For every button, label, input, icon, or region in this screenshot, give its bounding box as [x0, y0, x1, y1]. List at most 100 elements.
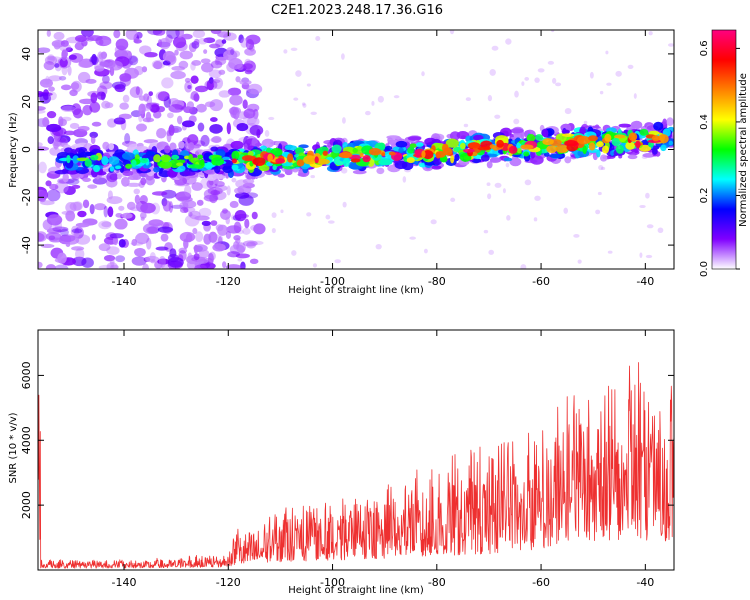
spectrogram-cell	[75, 222, 90, 228]
spectrogram-cell	[491, 45, 499, 51]
spectrogram-cell	[595, 141, 604, 148]
spectrogram-cell	[477, 146, 492, 151]
spectrogram-cell	[178, 60, 189, 69]
spectrogram-cell	[268, 116, 275, 121]
spectrogram-cell	[156, 127, 167, 139]
spectrogram-cell	[315, 36, 321, 42]
spectrogram-cell	[94, 203, 107, 211]
spectrogram-cell	[387, 137, 393, 143]
spectrogram-cell	[365, 110, 371, 116]
spectrogram-cell	[238, 34, 244, 44]
spectrogram-cell	[126, 182, 141, 187]
spectrogram-cell	[186, 101, 195, 109]
spectrogram-cell	[381, 152, 386, 157]
spectrogram-cell	[173, 127, 179, 133]
spectrogram-cell	[138, 111, 143, 123]
spectrogram-cell	[340, 167, 348, 174]
spectrogram-cell	[90, 92, 98, 104]
spectrogram-cell	[60, 228, 69, 237]
spectrogram-cell	[115, 255, 126, 263]
spectrogram-cell	[203, 188, 219, 200]
spectrogram-cell	[46, 30, 51, 37]
spectrogram-cell	[264, 130, 270, 137]
spectrogram-cell	[459, 142, 466, 150]
spectrogram-cell	[121, 152, 135, 160]
spectrogram-cell	[58, 76, 67, 81]
spectrogram-cell	[487, 193, 492, 200]
spectrogram-cell	[214, 165, 221, 174]
spectrogram-cell	[166, 30, 180, 39]
spectrogram-cell	[352, 148, 358, 153]
spectrogram-cell	[109, 256, 115, 268]
spectrogram-y-axis-label: Frequency (Hz)	[8, 112, 19, 188]
spectrogram-cell	[662, 118, 667, 126]
spectrogram-cell	[388, 151, 396, 156]
spectrogram-cell	[208, 43, 221, 49]
spectrogram-cell	[161, 77, 174, 89]
spectrogram-cell	[293, 97, 299, 101]
spectrogram-cell	[78, 60, 93, 68]
spectrogram-cell	[234, 192, 250, 199]
spectrogram-cell	[82, 104, 93, 116]
spectrogram-cell	[523, 151, 530, 157]
spectrogram-cell	[393, 95, 400, 99]
spectrogram-cell	[178, 141, 185, 149]
spectrogram-cell	[271, 212, 277, 218]
spectrogram-cell	[101, 100, 111, 109]
spectrogram-cell	[193, 253, 200, 261]
spectrogram-cell	[234, 210, 247, 222]
spectrogram-cell	[45, 180, 52, 187]
spectrogram-cell	[194, 264, 207, 269]
spectrogram-cell	[106, 246, 120, 255]
spectrogram-cell	[338, 152, 353, 159]
spectrogram-cell	[642, 153, 655, 158]
spectrogram-cell	[218, 69, 226, 75]
spectrogram-cell	[223, 32, 237, 41]
y-tick-label: -40	[20, 236, 33, 254]
spectrogram-cell	[99, 39, 104, 45]
spectrogram-cell	[77, 125, 90, 132]
spectrogram-cell	[81, 30, 94, 37]
spectrogram-cell	[244, 48, 256, 56]
spectrogram-cell	[202, 162, 215, 169]
spectrogram-cell	[423, 248, 428, 254]
spectrogram-cell	[96, 171, 107, 176]
spectrogram-cell	[45, 264, 57, 269]
spectrogram-cell	[230, 140, 244, 150]
spectrogram-cell	[210, 220, 218, 226]
spectrogram-cell	[430, 219, 437, 225]
spectrogram-cell	[142, 117, 155, 123]
spectrogram-cell	[486, 182, 491, 186]
spectrogram-cell	[625, 141, 635, 150]
spectrogram-cell	[271, 227, 276, 234]
spectrogram-cell	[174, 104, 182, 110]
spectrogram-cell	[91, 121, 102, 127]
spectrogram-cell	[240, 261, 246, 269]
spectrogram-cell	[90, 154, 99, 161]
x-tick-label: -120	[216, 275, 241, 288]
spectrogram-cell	[645, 254, 653, 259]
spectrogram-cell	[98, 264, 115, 269]
spectrogram-cell	[371, 100, 375, 106]
spectrogram-cell	[103, 205, 109, 218]
spectrogram-cell	[46, 111, 57, 119]
spectrogram-cell	[65, 210, 76, 222]
spectrogram-cell	[368, 148, 382, 156]
colorbar: 0.0 0.2 0.4 0.6 Normalized spectral amplitu…	[699, 29, 749, 277]
spectrogram-cell	[71, 228, 83, 234]
spectrogram-cell	[564, 107, 572, 115]
spectrogram-cell	[245, 39, 255, 50]
spectrogram-cell	[125, 30, 138, 40]
spectrogram-cell	[231, 164, 239, 171]
spectrogram-cell	[63, 130, 76, 136]
spectrogram-cell	[96, 91, 107, 100]
spectrogram-cell	[125, 163, 133, 169]
spectrogram-cell	[200, 134, 210, 147]
spectrogram-cell	[184, 77, 191, 83]
spectrogram-cell	[155, 246, 169, 251]
spectrogram-cell	[494, 182, 502, 188]
spectrogram-cell	[249, 125, 264, 136]
spectrogram-cell	[228, 58, 243, 70]
spectrogram-cell	[635, 140, 641, 149]
